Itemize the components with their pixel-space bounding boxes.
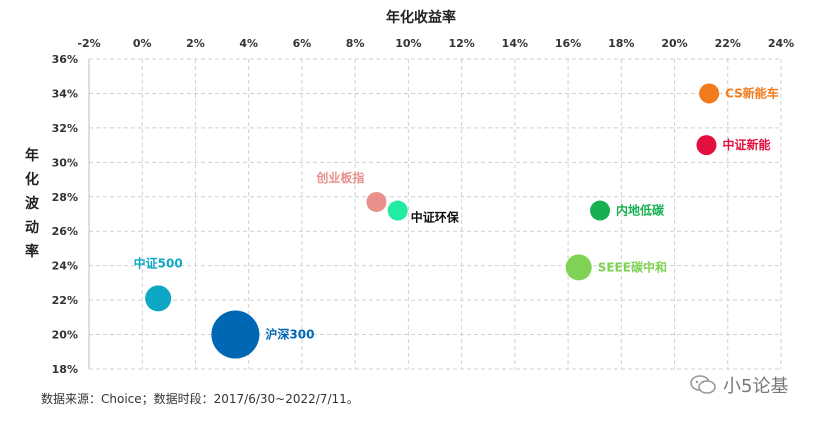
x-tick-label: -2%	[77, 37, 100, 50]
data-point	[211, 310, 260, 359]
x-tick-label: 6%	[293, 37, 312, 50]
x-tick-label: 16%	[555, 37, 581, 50]
y-tick-label: 22%	[52, 294, 78, 307]
y-tick-label: 26%	[52, 225, 78, 238]
data-label: 内地低碳	[616, 203, 665, 218]
data-label: 创业板指	[315, 170, 364, 185]
grid	[88, 58, 782, 370]
data-points	[145, 83, 720, 359]
chart-title: 年化收益率	[386, 9, 456, 26]
x-tick-label: 20%	[661, 37, 687, 50]
x-tick-label: 0%	[133, 37, 152, 50]
y-axis-label-char: 率	[25, 243, 39, 260]
y-axis-label-char: 动	[25, 219, 39, 236]
y-tick-label: 36%	[52, 53, 78, 66]
data-point	[696, 135, 717, 156]
data-point	[590, 200, 611, 221]
data-label: 中证环保	[411, 210, 460, 225]
data-point	[145, 285, 172, 312]
data-label: 沪深300	[265, 327, 314, 342]
data-label: 中证500	[134, 255, 183, 270]
x-tick-label: 10%	[395, 37, 421, 50]
y-tick-label: 30%	[52, 156, 78, 169]
watermark: 小5论基	[689, 372, 788, 398]
y-axis-label-char: 化	[25, 171, 39, 188]
y-axis-label-char: 年	[25, 147, 39, 164]
data-point	[366, 191, 387, 212]
y-axis-ticks: 36% 34% 32% 30% 28% 26% 24% 22% 20% 18%	[52, 53, 78, 376]
y-tick-label: 18%	[52, 363, 78, 376]
source-note: 数据来源：Choice；数据时段：2017/6/30~2022/7/11。	[41, 392, 359, 406]
data-label: SEEE碳中和	[598, 259, 667, 274]
x-tick-label: 12%	[448, 37, 474, 50]
watermark-text: 小5论基	[723, 376, 789, 397]
data-point	[565, 254, 592, 281]
x-tick-label: 18%	[608, 37, 634, 50]
data-label: 中证新能	[722, 137, 770, 152]
wechat-icon	[690, 375, 716, 394]
x-tick-label: 8%	[346, 37, 365, 50]
y-tick-label: 28%	[52, 191, 78, 204]
x-tick-label: 22%	[715, 37, 741, 50]
x-tick-label: 14%	[502, 37, 528, 50]
y-axis-label-char: 波	[25, 195, 40, 212]
data-label: CS新能车	[725, 85, 779, 100]
x-tick-label: 2%	[186, 37, 205, 50]
data-point	[387, 200, 408, 221]
data-point	[699, 83, 720, 104]
y-tick-label: 20%	[52, 329, 78, 342]
y-tick-label: 34%	[52, 87, 78, 100]
y-tick-label: 24%	[52, 260, 78, 273]
y-tick-label: 32%	[52, 122, 78, 135]
x-axis-ticks: -2% 0% 2% 4% 6% 8% 10% 12% 14% 16% 18% 20% 22% 24%	[77, 37, 794, 50]
x-tick-label: 4%	[239, 37, 258, 50]
x-tick-label: 24%	[768, 37, 794, 50]
